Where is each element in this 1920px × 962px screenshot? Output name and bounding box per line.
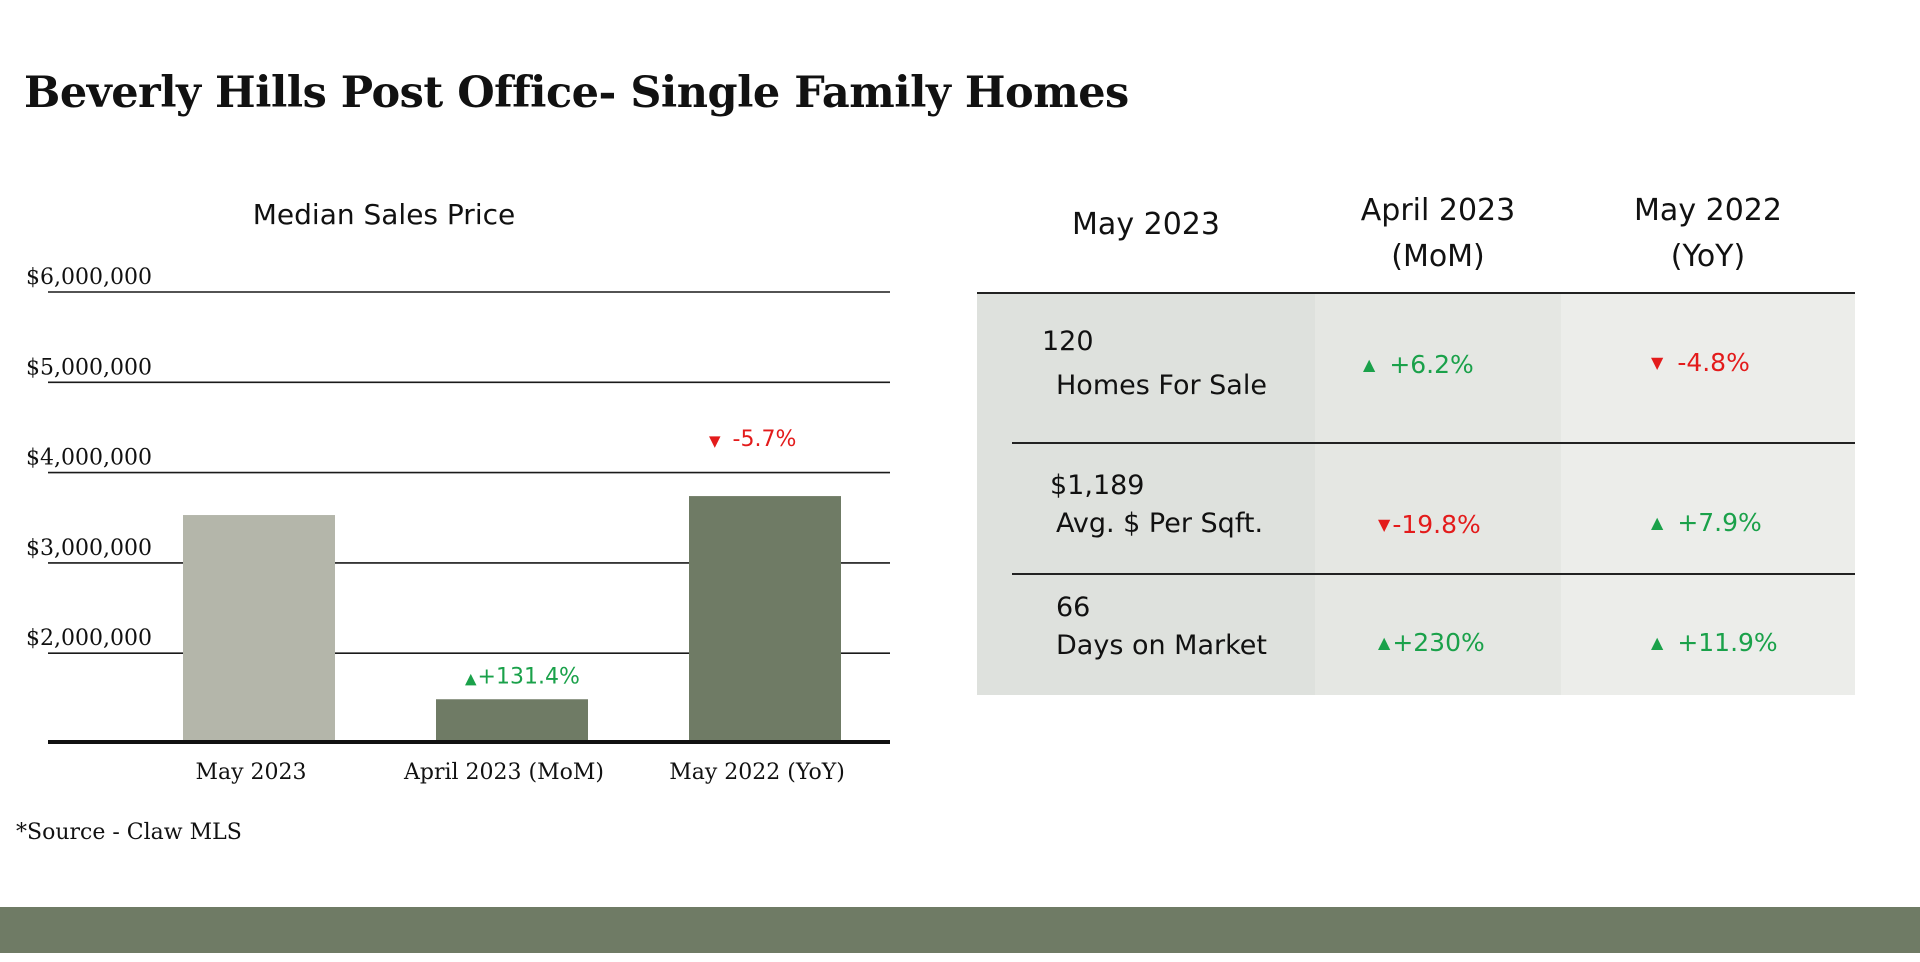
triangle-up-icon: ▲ xyxy=(1651,633,1664,652)
days-on-market-mom: ▲ +230% xyxy=(1378,628,1485,657)
triangle-up-icon: ▲ xyxy=(1378,633,1391,652)
price-per-sqft-yoy: ▲ +7.9% xyxy=(1651,508,1762,537)
column-background-may-2023 xyxy=(977,294,1315,695)
header-april-2023-line2: (MoM) xyxy=(1391,239,1485,274)
days-on-market-yoy: ▲ +11.9% xyxy=(1651,628,1778,657)
homes-for-sale-mom: ▲ +6.2% xyxy=(1363,350,1474,379)
y-tick-label: $2,000,000 xyxy=(26,626,152,651)
y-tick-label: $4,000,000 xyxy=(26,446,152,471)
bar-change-label: ▼ -5.7% xyxy=(709,427,796,452)
median-sales-price-chart: $2,000,000 $3,000,000 $4,000,000 $5,000,000… xyxy=(26,265,890,785)
price-per-sqft-label: Avg. $ Per Sqft. xyxy=(1056,508,1264,539)
source-note: *Source - Claw MLS xyxy=(16,820,242,845)
row-divider xyxy=(1012,442,1855,444)
bar xyxy=(183,515,335,742)
y-tick-label: $5,000,000 xyxy=(26,355,152,380)
days-on-market-value: 66 xyxy=(1056,592,1091,623)
column-background-april-2023 xyxy=(1315,294,1561,695)
header-april-2023-mom: April 2023 (MoM) xyxy=(1315,188,1561,280)
price-per-sqft-mom: ▼ -19.8% xyxy=(1378,510,1481,539)
triangle-up-icon: ▲ xyxy=(1651,513,1664,532)
triangle-up-icon: ▲ xyxy=(465,669,477,687)
header-may-2023-line1: May 2023 xyxy=(1072,207,1220,242)
triangle-down-icon: ▼ xyxy=(1651,353,1664,372)
triangle-up-icon: ▲ xyxy=(1363,355,1376,374)
header-may-2023: May 2023 xyxy=(977,202,1315,248)
header-may-2022-line2: (YoY) xyxy=(1670,239,1746,274)
homes-for-sale-mom-value: +6.2% xyxy=(1389,350,1474,379)
triangle-down-icon: ▼ xyxy=(709,432,721,450)
header-may-2022-line1: May 2022 xyxy=(1634,193,1782,228)
metrics-table: May 2023 April 2023 (MoM) May 2022 (YoY)… xyxy=(977,180,1855,695)
homes-for-sale-label: Homes For Sale xyxy=(1056,370,1267,401)
page-title: Beverly Hills Post Office- Single Family… xyxy=(24,68,1129,118)
x-category-label: May 2023 xyxy=(195,760,306,785)
days-on-market-mom-value: +230% xyxy=(1392,628,1485,657)
column-background-may-2022 xyxy=(1561,294,1855,695)
x-category-label: May 2022 (YoY) xyxy=(669,760,845,785)
bar xyxy=(689,496,841,742)
header-divider xyxy=(977,292,1855,294)
days-on-market-yoy-value: +11.9% xyxy=(1677,628,1778,657)
header-april-2023-line1: April 2023 xyxy=(1360,193,1516,228)
row-divider xyxy=(1012,573,1855,575)
price-per-sqft-yoy-value: +7.9% xyxy=(1677,508,1762,537)
header-may-2022-yoy: May 2022 (YoY) xyxy=(1561,188,1855,280)
x-category-label: April 2023 (MoM) xyxy=(403,760,604,785)
days-on-market-label: Days on Market xyxy=(1056,630,1267,661)
triangle-down-icon: ▼ xyxy=(1378,515,1391,534)
price-per-sqft-mom-value: -19.8% xyxy=(1392,510,1481,539)
homes-for-sale-yoy: ▼ -4.8% xyxy=(1651,348,1750,377)
chart-title: Median Sales Price xyxy=(252,198,516,231)
y-tick-label: $6,000,000 xyxy=(26,265,152,290)
footer-band xyxy=(0,907,1920,953)
homes-for-sale-value: 120 xyxy=(1042,326,1094,357)
bar xyxy=(436,699,588,742)
y-tick-label: $3,000,000 xyxy=(26,536,152,561)
price-per-sqft-value: $1,189 xyxy=(1050,470,1145,501)
homes-for-sale-yoy-value: -4.8% xyxy=(1677,348,1750,377)
bar-change-label: ▲+131.4% xyxy=(465,664,580,689)
